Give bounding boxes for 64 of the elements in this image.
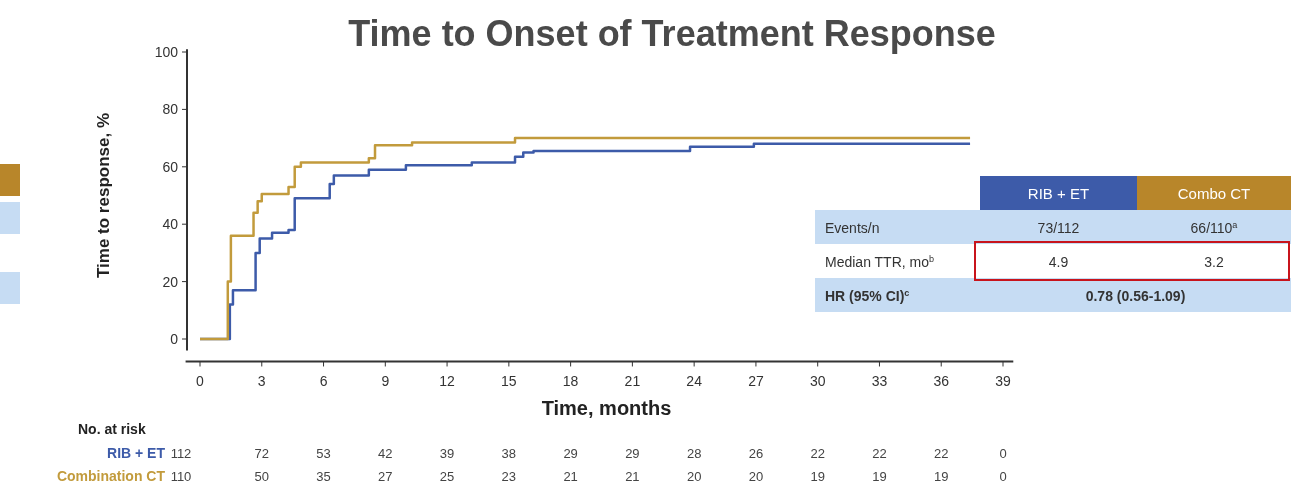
text: 3.2 xyxy=(1204,254,1224,270)
y-tick-label: 100 xyxy=(154,44,179,60)
text: No. at risk xyxy=(78,421,146,437)
text: 22 xyxy=(810,446,825,461)
x-tick-label: 24 xyxy=(686,373,703,390)
x-tick-label: 12 xyxy=(439,373,456,390)
x-tick-label: 33 xyxy=(871,373,888,390)
y-tick-label: 20 xyxy=(162,273,179,290)
y-tick-label: 60 xyxy=(162,158,179,175)
text: 26 xyxy=(748,446,764,461)
text: 4.9 xyxy=(1048,254,1069,270)
text: 20 xyxy=(686,469,702,484)
x-tick-label: 21 xyxy=(624,373,641,390)
text: 112 xyxy=(170,446,192,461)
text: 29 xyxy=(563,446,578,461)
text: 72 xyxy=(254,446,269,461)
annotation: HR (95% CI)$^{c}$ xyxy=(825,288,910,304)
text: 21 xyxy=(625,469,640,484)
text: 73/112 xyxy=(1037,220,1080,236)
annotation: Events/n xyxy=(825,220,880,236)
text: 25 xyxy=(439,469,455,484)
y-tick-label: 0 xyxy=(170,331,179,347)
text: 22 xyxy=(934,446,949,461)
x-tick-label: 3 xyxy=(257,373,266,390)
x-tick-label: 36 xyxy=(933,373,950,390)
text: RIB + ET xyxy=(1027,185,1090,202)
x-tick-label: 30 xyxy=(809,373,826,390)
text: 28 xyxy=(686,446,702,461)
x-tick-label: 0 xyxy=(196,373,205,390)
text: 0.78 (0.56-1.09) xyxy=(1085,288,1186,304)
text: 23 xyxy=(501,469,517,484)
y-tick-label: 80 xyxy=(162,101,179,118)
annotation: Median TTR, mo$^{b}$ xyxy=(825,254,935,270)
text: 50 xyxy=(254,469,269,484)
text: 29 xyxy=(625,446,640,461)
x-tick-label: 15 xyxy=(501,373,517,390)
x-tick-label: 18 xyxy=(562,373,579,390)
text: 21 xyxy=(563,469,578,484)
text: 38 xyxy=(501,446,517,461)
text: 20 xyxy=(748,469,764,484)
text: 22 xyxy=(872,446,887,461)
text: Combo CT xyxy=(1177,185,1251,202)
text: 66/110$^{a}$ xyxy=(1190,220,1239,236)
text: 19 xyxy=(872,469,887,484)
text: 42 xyxy=(378,446,393,461)
text: 27 xyxy=(378,469,393,484)
text: 0 xyxy=(999,446,1007,461)
text: 110 xyxy=(170,469,192,484)
x-tick-label: 6 xyxy=(319,373,328,390)
text: 19 xyxy=(934,469,949,484)
text: 53 xyxy=(316,446,331,461)
y-tick-label: 40 xyxy=(162,216,179,233)
x-tick-label: 39 xyxy=(995,373,1011,390)
x-axis-title: Time, months xyxy=(541,397,672,419)
y-axis-title: Time to response, % xyxy=(94,112,113,279)
text: 0 xyxy=(999,469,1007,484)
text: 35 xyxy=(316,469,331,484)
text: 39 xyxy=(439,446,455,461)
x-tick-label: 9 xyxy=(381,373,390,390)
text: 19 xyxy=(810,469,825,484)
x-tick-label: 27 xyxy=(748,373,764,390)
text: RIB + ET xyxy=(107,445,166,461)
chart-title: Time to Onset of Treatment Response xyxy=(348,13,996,54)
text: Combination CT xyxy=(56,468,166,484)
